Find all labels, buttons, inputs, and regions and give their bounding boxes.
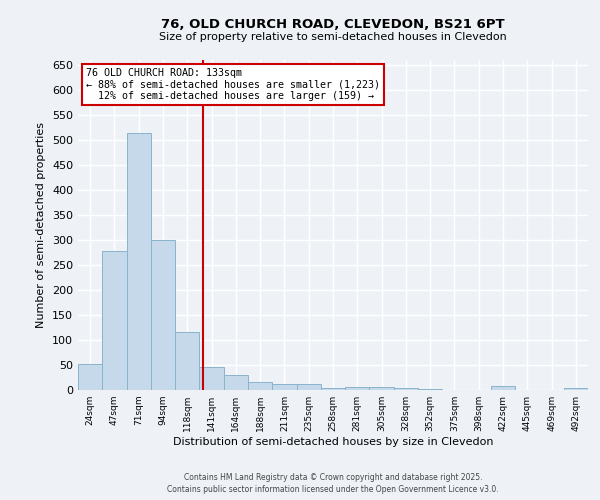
Bar: [296, 384, 321, 390]
Bar: [127, 132, 151, 390]
Text: 76, OLD CHURCH ROAD, CLEVEDON, BS21 6PT: 76, OLD CHURCH ROAD, CLEVEDON, BS21 6PT: [161, 18, 505, 30]
Bar: [78, 364, 102, 390]
Bar: [418, 388, 442, 390]
Bar: [151, 240, 175, 390]
X-axis label: Distribution of semi-detached houses by size in Clevedon: Distribution of semi-detached houses by …: [173, 437, 493, 447]
Bar: [564, 388, 588, 390]
Y-axis label: Number of semi-detached properties: Number of semi-detached properties: [37, 122, 46, 328]
Text: Contains HM Land Registry data © Crown copyright and database right 2025.: Contains HM Land Registry data © Crown c…: [184, 472, 482, 482]
Bar: [272, 384, 296, 390]
Bar: [224, 375, 248, 390]
Bar: [394, 388, 418, 390]
Bar: [491, 386, 515, 390]
Bar: [248, 382, 272, 390]
Bar: [321, 388, 345, 390]
Bar: [370, 386, 394, 390]
Bar: [199, 366, 224, 390]
Text: Size of property relative to semi-detached houses in Clevedon: Size of property relative to semi-detach…: [159, 32, 507, 42]
Bar: [102, 251, 127, 390]
Text: Contains public sector information licensed under the Open Government Licence v3: Contains public sector information licen…: [167, 485, 499, 494]
Bar: [345, 386, 370, 390]
Text: 76 OLD CHURCH ROAD: 133sqm
← 88% of semi-detached houses are smaller (1,223)
  1: 76 OLD CHURCH ROAD: 133sqm ← 88% of semi…: [86, 68, 380, 102]
Bar: [175, 332, 199, 390]
